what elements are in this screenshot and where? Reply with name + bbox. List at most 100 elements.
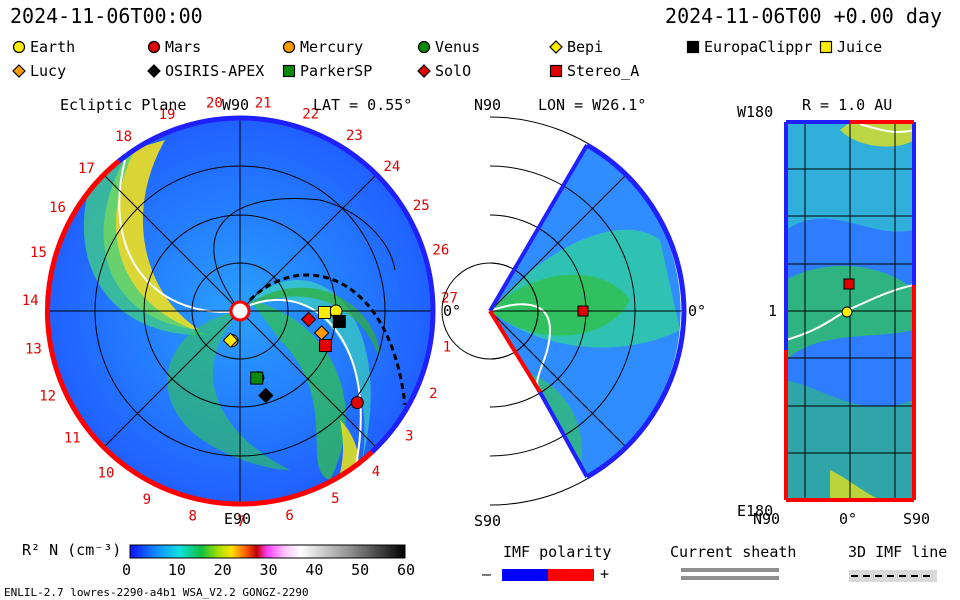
current-sheet-line-south — [249, 299, 362, 471]
carrington-tick-12: 12 — [39, 388, 56, 404]
footer-model-info: ENLIL-2.7 lowres-2290-a4b1 WSA_V2.2 GONG… — [4, 586, 309, 599]
right-timestamp: 2024-11-06T00 +0.00 day — [665, 4, 942, 28]
spiral-reference-line — [213, 198, 396, 312]
legend-label: Juice — [837, 38, 883, 56]
carrington-tick-26: 26 — [432, 243, 449, 259]
mars-circle-icon — [147, 40, 161, 54]
legend-item-venus: Venus — [417, 38, 480, 56]
legend-label: Bepi — [567, 38, 604, 56]
current-sheath-swatch — [681, 568, 779, 580]
legend-item-lucy: Lucy — [12, 62, 66, 80]
carrington-tick-1: 1 — [443, 339, 451, 355]
carrington-tick-22: 22 — [302, 106, 319, 122]
meridional-top-label: N90 — [474, 96, 502, 114]
colorbar-tick-20: 20 — [213, 561, 232, 579]
colorbar-tick-50: 50 — [351, 561, 370, 579]
radial-bottom-left-label: E180 — [737, 502, 774, 520]
marker-solo — [300, 311, 317, 328]
polarity-ring-positive-south — [239, 450, 374, 507]
legend-item-europaclippr: EuropaClippr — [686, 38, 812, 56]
marker-osiris-apex — [258, 387, 274, 404]
radial-stereo-a-marker — [843, 278, 855, 290]
radial-top-left-label: W180 — [737, 103, 774, 121]
radial-r-label: R = 1.0 AU — [802, 96, 893, 114]
meridional-lon-label: LON = W26.1° — [538, 96, 647, 114]
carrington-longitude-ticks: 20 21222324252627123456789101112131415161… — [22, 95, 458, 530]
radial-axis-zero: 0° — [839, 510, 858, 528]
ecliptic-top-label: W90 — [222, 96, 250, 114]
imf-negative-swatch — [502, 569, 548, 581]
carrington-tick-11: 11 — [64, 430, 81, 446]
bepi-diamond-icon — [549, 40, 563, 54]
carrington-tick-17: 17 — [78, 161, 95, 177]
carrington-tick-25: 25 — [413, 198, 430, 214]
carrington-tick-15: 15 — [30, 245, 47, 261]
carrington-tick-19: 19 — [159, 107, 176, 123]
legend-label: Mercury — [300, 38, 364, 56]
marker-stereo-a — [318, 339, 332, 353]
ecliptic-right-label: 0° — [443, 302, 462, 320]
legend-item-solo: SolO — [417, 62, 471, 80]
radial-earth-marker — [841, 306, 853, 318]
legend-item-juice: Juice — [819, 38, 882, 56]
polarity-ring-negative-north — [239, 115, 436, 312]
marker-parkersp — [250, 371, 264, 385]
density-band-inner — [240, 287, 380, 360]
carrington-tick-4: 4 — [372, 464, 380, 480]
density-band-green-south — [250, 300, 346, 480]
meridional-stereo-a-marker — [577, 305, 589, 317]
legend-item-earth: Earth — [12, 38, 75, 56]
ecliptic-title: Ecliptic Plane — [60, 96, 187, 114]
colorbar-tick-0: 0 — [122, 561, 132, 579]
carrington-tick-10: 10 — [98, 466, 115, 482]
carrington-tick-5: 5 — [331, 491, 339, 507]
polarity-ring-positive-west — [44, 159, 241, 507]
imf-positive-swatch — [548, 569, 594, 581]
solo-diamond-icon — [417, 64, 431, 78]
legend-label: ParkerSP — [300, 62, 373, 80]
carrington-tick-20: 20 — [206, 96, 223, 112]
imf-minus-sign: – — [482, 565, 492, 583]
carrington-tick-24: 24 — [383, 159, 400, 175]
mercury-circle-icon — [282, 40, 296, 54]
lucy-diamond-icon — [12, 64, 26, 78]
carrington-tick-16: 16 — [49, 200, 66, 216]
imf-polarity-label: IMF polarity — [503, 543, 612, 561]
ecliptic-objects — [222, 304, 364, 410]
imf-plus-sign: + — [600, 565, 610, 583]
radial-axis-s90: S90 — [903, 510, 931, 528]
ecliptic-bottom-label: E90 — [224, 510, 252, 528]
carrington-tick-3: 3 — [405, 428, 413, 444]
imf-line-swatch — [849, 570, 937, 582]
radial-axis-n90: N90 — [753, 510, 781, 528]
stereo-a-square-icon — [549, 64, 563, 78]
left-timestamp: 2024-11-06T00:00 — [10, 4, 203, 28]
carrington-tick-6: 6 — [285, 508, 293, 524]
ecliptic-lat-label: LAT = 0.55° — [313, 96, 413, 114]
carrington-tick-14: 14 — [22, 293, 39, 309]
legend-item-mercury: Mercury — [282, 38, 363, 56]
parkersp-square-icon — [282, 64, 296, 78]
colorbar-tick-30: 30 — [259, 561, 278, 579]
carrington-tick-7: 7 — [237, 514, 245, 530]
legend-label: EuropaClippr — [704, 38, 813, 56]
legend-label: SolO — [435, 62, 472, 80]
radial-panel — [784, 120, 916, 502]
carrington-tick-27: 27 — [441, 291, 458, 307]
colorbar-label: R² N (cm⁻³) — [22, 541, 122, 559]
legend-label: OSIRIS-APEX — [165, 62, 265, 80]
imf-line-label: 3D IMF line — [848, 543, 948, 561]
marker-juice — [317, 305, 331, 319]
legend-label: Venus — [435, 38, 481, 56]
density-band-sw — [167, 311, 290, 470]
carrington-tick-2: 2 — [429, 386, 437, 402]
imf-polarity-bar — [502, 569, 594, 581]
carrington-tick-23: 23 — [346, 128, 363, 144]
legend-label: Stereo_A — [567, 62, 640, 80]
legend-item-mars: Mars — [147, 38, 201, 56]
juice-square-icon — [819, 40, 833, 54]
carrington-tick-13: 13 — [25, 342, 42, 358]
legend-label: Lucy — [30, 62, 67, 80]
carrington-tick-21: 21 — [255, 95, 272, 111]
